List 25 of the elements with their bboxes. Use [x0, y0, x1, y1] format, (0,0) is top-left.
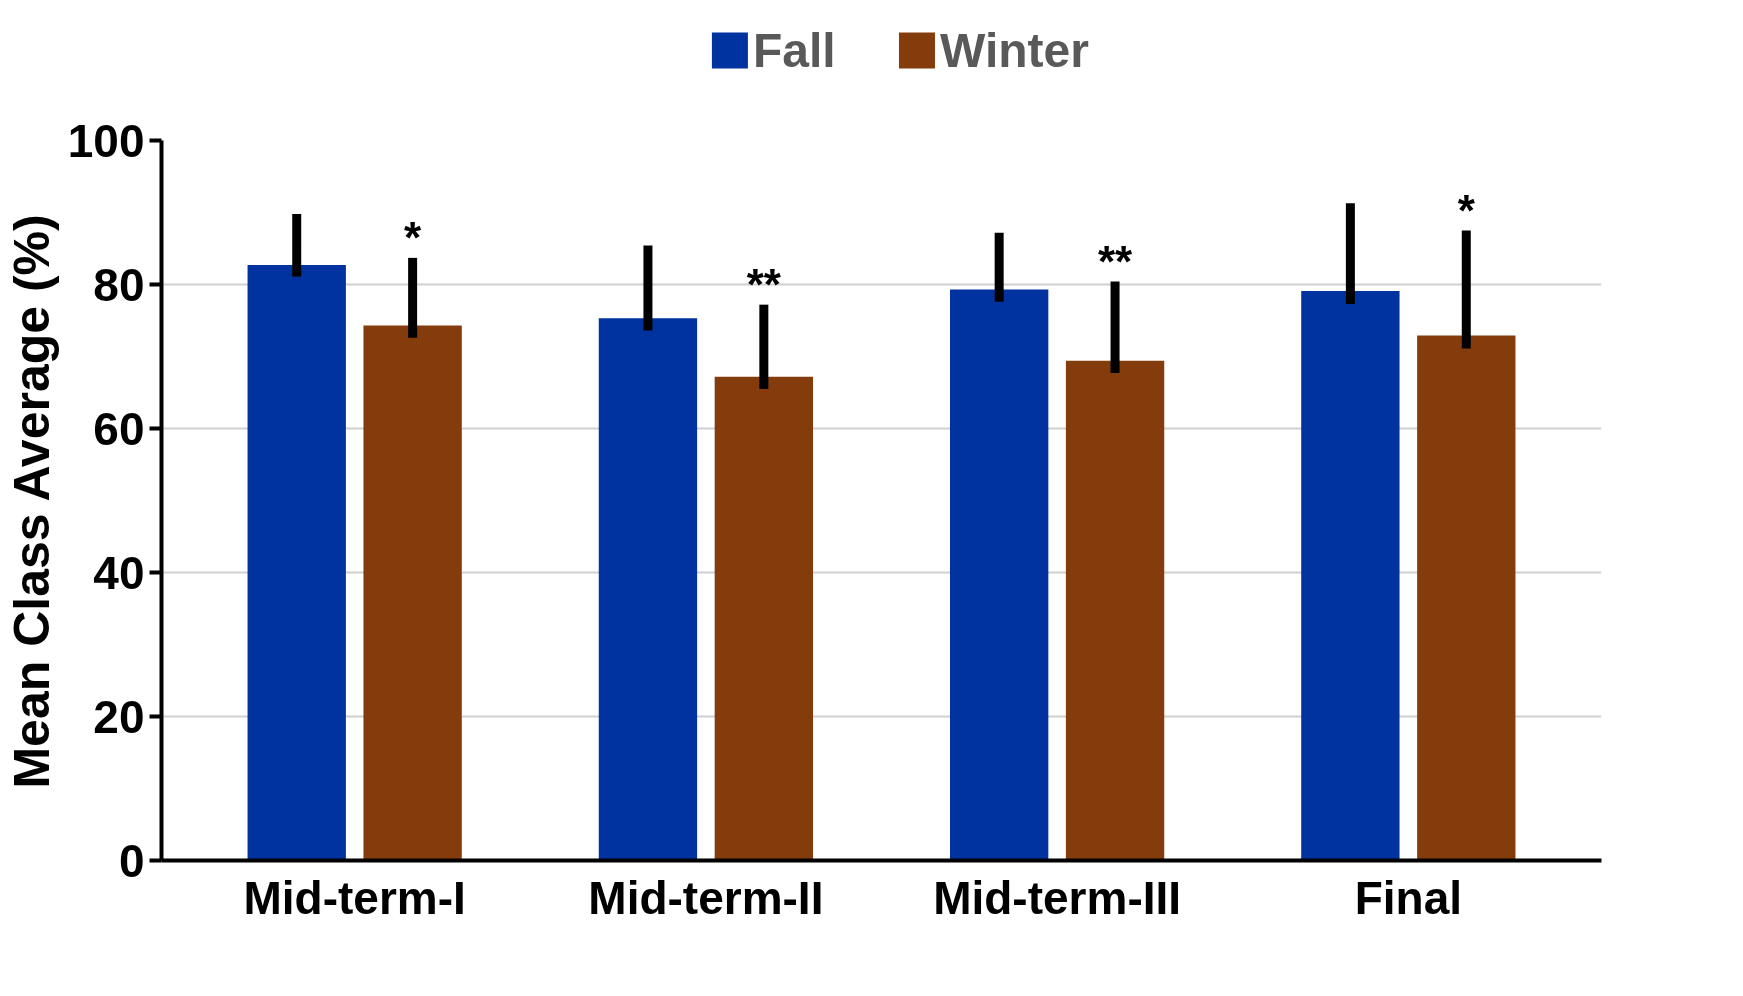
- y-tick-label: 20: [93, 690, 145, 743]
- y-tick-label: 60: [93, 402, 145, 455]
- annotation: *: [404, 212, 423, 262]
- legend-label: Fall: [752, 24, 836, 77]
- bar: [247, 265, 346, 861]
- bar: [714, 376, 814, 861]
- bar: [363, 325, 462, 861]
- annotation: *: [1457, 185, 1476, 235]
- bar: [598, 318, 698, 861]
- x-tick-label: Mid-term-II: [588, 871, 824, 924]
- y-tick-label: 40: [93, 546, 145, 599]
- y-tick-label: 100: [67, 114, 145, 167]
- annotation: **: [746, 259, 782, 309]
- y-tick-label: 0: [118, 834, 145, 887]
- x-tick-label: Mid-term-III: [933, 871, 1182, 924]
- y-tick-label: 80: [93, 258, 145, 311]
- y-axis-title: Mean Class Average (%): [3, 214, 60, 789]
- bar: [949, 289, 1049, 861]
- x-tick-label: Mid-term-I: [243, 871, 466, 924]
- bar: [1301, 290, 1400, 861]
- annotation: **: [1097, 236, 1134, 286]
- x-tick-label: Final: [1354, 871, 1462, 924]
- legend-label: Winter: [940, 24, 1089, 77]
- bar: [1065, 360, 1165, 861]
- bar: [1417, 335, 1516, 861]
